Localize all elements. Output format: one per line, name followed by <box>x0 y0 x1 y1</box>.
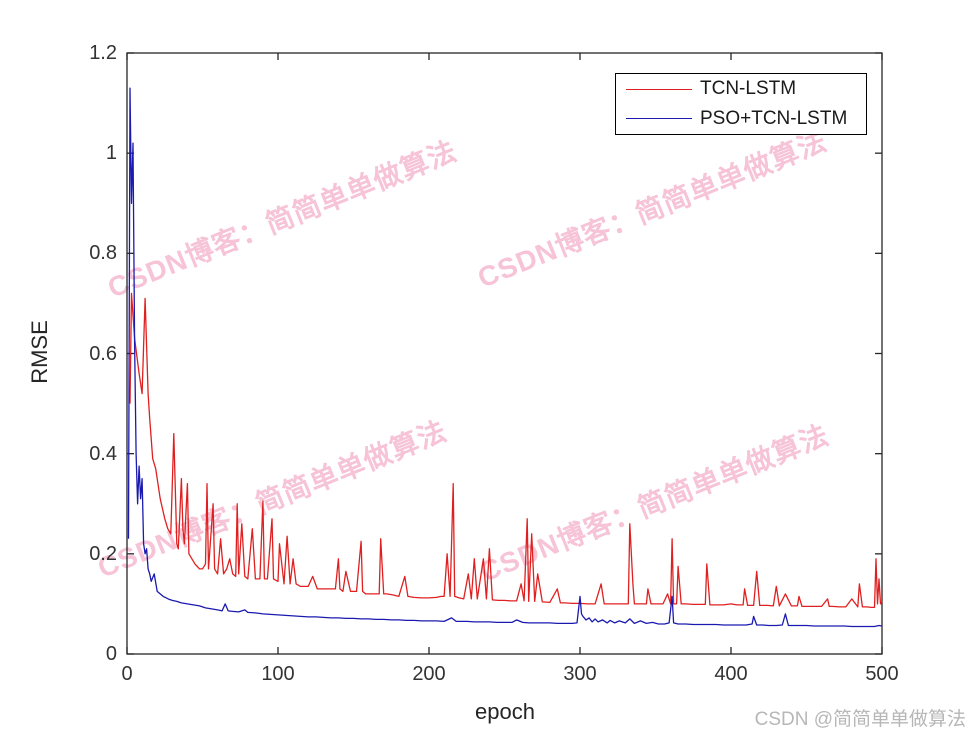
x-tick-label: 200 <box>412 663 446 685</box>
y-tick-label: 0.8 <box>89 242 117 265</box>
y-tick-label: 0.4 <box>89 442 117 465</box>
series-line-pso-tcn-lstm <box>127 87 883 628</box>
axes-box <box>126 52 883 655</box>
legend-line-sample-red <box>626 88 692 90</box>
legend-label: TCN-LSTM <box>700 78 797 100</box>
y-tick-label: 0.2 <box>89 542 117 565</box>
y-axis-label: RMSE <box>27 320 52 384</box>
x-axis-label: epoch <box>475 699 535 724</box>
x-tick-label: 0 <box>121 663 133 685</box>
x-tick-label: 500 <box>865 663 899 685</box>
legend-line-sample-blue <box>626 118 692 120</box>
legend: TCN-LSTM PSO+TCN-LSTM <box>615 73 867 135</box>
y-tick-label: 1 <box>105 142 117 165</box>
series-line-tcn-lstm <box>129 292 883 609</box>
x-tick-label: 400 <box>714 663 748 685</box>
y-tick-label: 0.6 <box>89 342 117 365</box>
legend-item-tcn-lstm: TCN-LSTM <box>616 75 866 103</box>
legend-item-pso-tcn-lstm: PSO+TCN-LSTM <box>616 105 866 133</box>
y-tick-label: 0 <box>105 643 117 665</box>
csdn-credit-watermark: CSDN @简简单单做算法 <box>754 709 966 730</box>
x-tick-label: 300 <box>563 663 597 685</box>
y-tick-label: 1.2 <box>89 42 117 64</box>
legend-label: PSO+TCN-LSTM <box>700 107 848 129</box>
x-tick-label: 100 <box>261 663 295 685</box>
